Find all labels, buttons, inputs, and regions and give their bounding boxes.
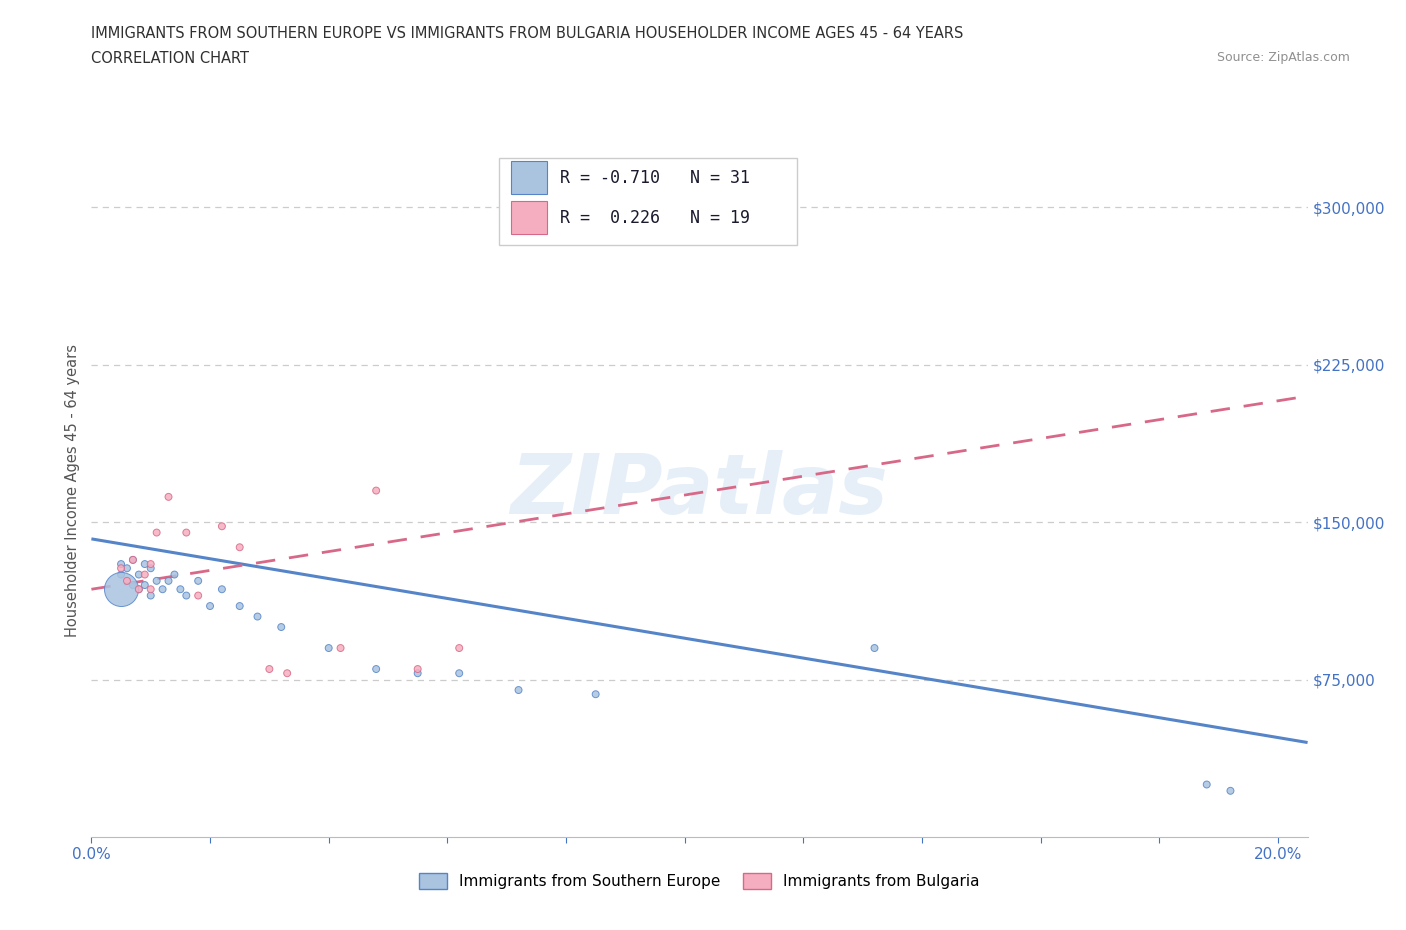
Point xyxy=(152,582,174,597)
Point xyxy=(110,557,132,572)
Point xyxy=(176,588,198,603)
FancyBboxPatch shape xyxy=(499,158,797,245)
Text: IMMIGRANTS FROM SOUTHERN EUROPE VS IMMIGRANTS FROM BULGARIA HOUSEHOLDER INCOME A: IMMIGRANTS FROM SOUTHERN EUROPE VS IMMIG… xyxy=(91,26,963,41)
Point xyxy=(211,582,233,597)
Point xyxy=(110,582,132,597)
Point xyxy=(228,599,250,614)
Point xyxy=(276,666,298,681)
Point xyxy=(1195,777,1218,792)
Point xyxy=(211,519,233,534)
Point xyxy=(187,588,209,603)
Point xyxy=(259,661,281,676)
Point xyxy=(145,574,167,589)
Point xyxy=(157,489,180,504)
Point xyxy=(406,661,429,676)
Point xyxy=(270,619,292,634)
Legend: Immigrants from Southern Europe, Immigrants from Bulgaria: Immigrants from Southern Europe, Immigra… xyxy=(413,867,986,896)
Point xyxy=(198,599,221,614)
Point xyxy=(128,582,150,597)
Point xyxy=(115,574,138,589)
Point xyxy=(110,567,132,582)
Text: ZIPatlas: ZIPatlas xyxy=(510,450,889,531)
Point xyxy=(187,574,209,589)
Point xyxy=(122,552,145,567)
Point xyxy=(139,561,162,576)
Point xyxy=(139,582,162,597)
Bar xyxy=(510,161,547,194)
Point xyxy=(329,641,352,656)
Point xyxy=(863,641,886,656)
Text: R =  0.226   N = 19: R = 0.226 N = 19 xyxy=(560,208,749,227)
Point xyxy=(406,666,429,681)
Point xyxy=(145,525,167,540)
Point xyxy=(585,686,607,701)
Point xyxy=(169,582,191,597)
Point xyxy=(122,578,145,592)
Point xyxy=(157,574,180,589)
Bar xyxy=(510,201,547,234)
Point xyxy=(134,567,156,582)
Y-axis label: Householder Income Ages 45 - 64 years: Householder Income Ages 45 - 64 years xyxy=(65,344,80,637)
Point xyxy=(139,588,162,603)
Point xyxy=(139,557,162,572)
Point xyxy=(128,582,150,597)
Text: Source: ZipAtlas.com: Source: ZipAtlas.com xyxy=(1216,51,1350,64)
Text: R = -0.710   N = 31: R = -0.710 N = 31 xyxy=(560,168,749,187)
Text: CORRELATION CHART: CORRELATION CHART xyxy=(91,51,249,66)
Point xyxy=(508,683,530,698)
Point xyxy=(228,539,250,554)
Point xyxy=(122,552,145,567)
Point xyxy=(115,561,138,576)
Point xyxy=(110,561,132,576)
Point xyxy=(134,578,156,592)
Point xyxy=(163,567,186,582)
Point xyxy=(246,609,269,624)
Point xyxy=(176,525,198,540)
Point xyxy=(449,666,471,681)
Point xyxy=(366,484,388,498)
Point xyxy=(134,557,156,572)
Point xyxy=(366,661,388,676)
Point xyxy=(318,641,340,656)
Point xyxy=(128,567,150,582)
Point xyxy=(1219,783,1241,798)
Point xyxy=(449,641,471,656)
